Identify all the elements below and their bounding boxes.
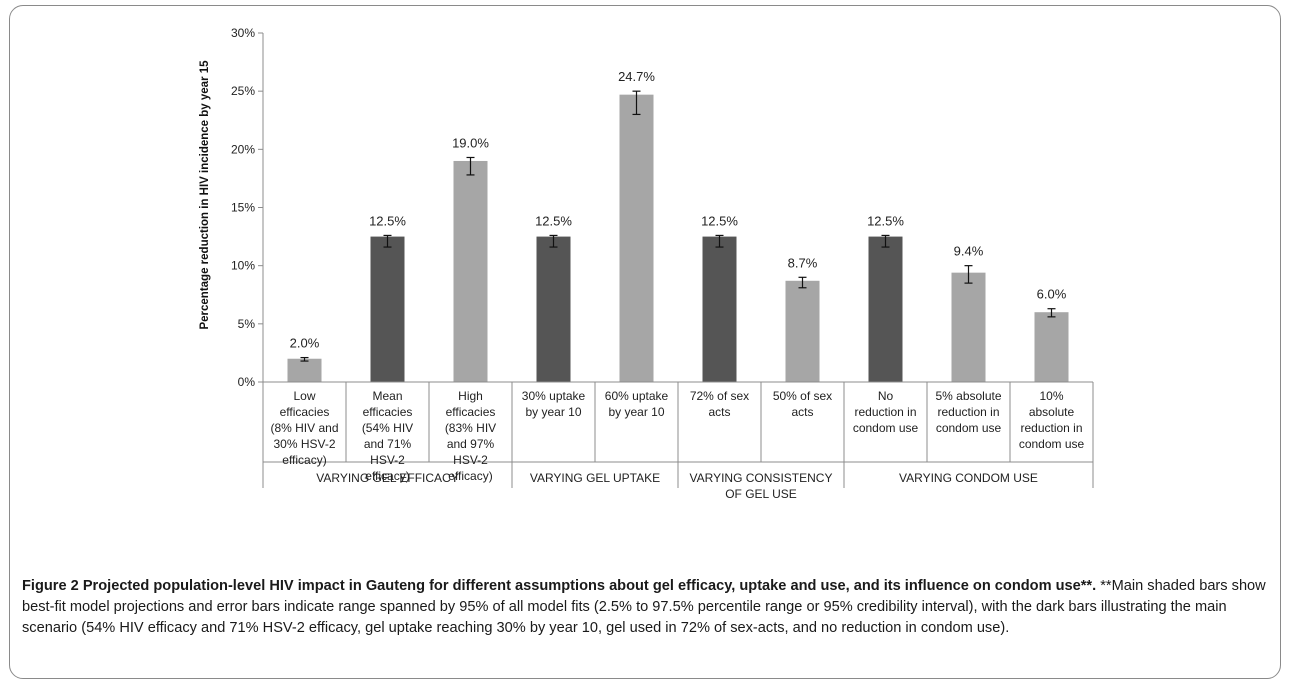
x-tick-label: Low efficacies (8% HIV and 30% HSV-2 efficac…	[270, 389, 338, 467]
bar	[536, 236, 571, 382]
bar	[868, 236, 903, 382]
data-label: 19.0%	[452, 135, 489, 150]
data-label: 12.5%	[701, 213, 738, 228]
data-labels: 2.0% 12.5% 19.0% 12.5% 24.7% 12.5% 8.7% 12.5% 9.…	[290, 69, 1067, 350]
x-tick-label: 50% of sex acts	[773, 389, 832, 419]
data-label: 24.7%	[618, 69, 655, 84]
x-tick-label: No reduction in condom use	[853, 389, 919, 435]
data-label: 9.4%	[954, 244, 984, 259]
error-bars	[300, 90, 1056, 362]
x-tick-label: 60% uptake by year 10	[605, 389, 669, 419]
data-label: 2.0%	[290, 336, 320, 351]
x-tick-label: 5% absolute reduction in condom use	[935, 389, 1001, 435]
bar-chart: 0%5%10%15%20%25%30% 2.0%12.5%19.0%12.5%2…	[199, 26, 1094, 501]
data-label: 8.7%	[788, 255, 818, 270]
x-tick-label: 30% uptake by year 10	[522, 389, 586, 419]
x-axis-table: Low efficacies (8% HIV and 30% HSV-2 efficac…	[262, 381, 1094, 501]
figure-frame	[9, 5, 1281, 679]
caption-title: Figure 2 Projected population-level HIV …	[22, 578, 1097, 594]
data-label: 12.5%	[535, 213, 572, 228]
group-label: VARYING GEL UPTAKE	[530, 471, 660, 485]
data-label: 6.0%	[1037, 287, 1067, 302]
caption-text: **Main shaded bars show best-fit model p…	[22, 578, 1266, 636]
bar	[619, 94, 654, 382]
y-tick-label: 30%	[231, 26, 255, 40]
y-tick-label: 5%	[238, 317, 256, 331]
bar	[951, 272, 986, 382]
group-label: VARYING CONDOM USE	[899, 471, 1038, 485]
y-tick-label: 15%	[231, 201, 255, 215]
bar	[287, 358, 322, 382]
y-tick-label: 20%	[231, 142, 255, 156]
group-label: VARYING GEL EFFICACY	[316, 471, 458, 485]
bar	[702, 236, 737, 382]
y-axis-label: Percentage reduction in HIV incidence by…	[199, 60, 211, 330]
x-tick-label: Mean efficacies (54% HIV and 71% HSV-2 effica…	[362, 389, 413, 483]
bar	[1034, 312, 1069, 382]
bar	[785, 280, 820, 382]
x-tick-label: 10% absolute reduction in condom use	[1019, 389, 1085, 451]
bars	[287, 94, 1069, 382]
bar	[370, 236, 405, 382]
x-tick-label: 72% of sex acts	[690, 389, 749, 419]
figure-caption: Figure 2 Projected population-level HIV …	[22, 576, 1270, 639]
data-label: 12.5%	[369, 213, 406, 228]
y-axis: 0% 5% 10% 15% 20% 25% 30%	[231, 26, 264, 389]
group-label: VARYING CONSISTENCY OF GEL USE	[690, 471, 833, 501]
y-tick-label: 10%	[231, 259, 255, 273]
y-tick-label: 25%	[231, 84, 255, 98]
bar	[453, 160, 488, 382]
y-tick-label: 0%	[238, 375, 256, 389]
x-tick-label: High efficacies (83% HIV and 97% HSV-2 effica…	[445, 389, 496, 483]
data-label: 12.5%	[867, 213, 904, 228]
